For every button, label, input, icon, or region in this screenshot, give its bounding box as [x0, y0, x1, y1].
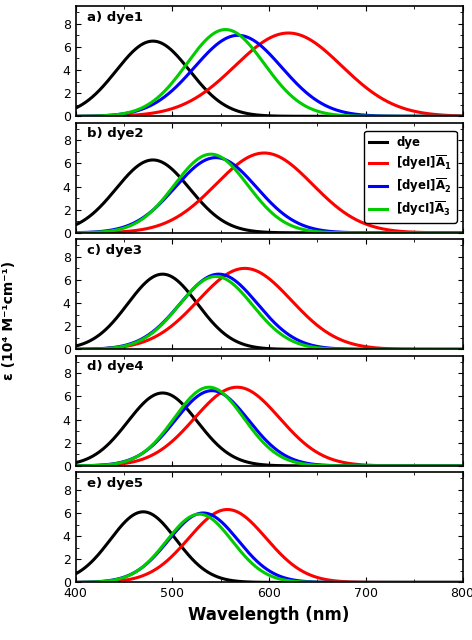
Text: ε (10⁴ M⁻¹cm⁻¹): ε (10⁴ M⁻¹cm⁻¹) — [2, 260, 17, 380]
X-axis label: Wavelength (nm): Wavelength (nm) — [188, 606, 350, 624]
Legend: dye, $\mathbf{[dyeI]\overline{A}_1}$, $\mathbf{[dyeI]\overline{A}_2}$, $\mathbf{: dye, $\mathbf{[dyeI]\overline{A}_1}$, $\… — [364, 131, 456, 223]
Text: e) dye5: e) dye5 — [87, 477, 143, 490]
Text: a) dye1: a) dye1 — [87, 11, 143, 24]
Text: c) dye3: c) dye3 — [87, 244, 142, 257]
Text: b) dye2: b) dye2 — [87, 127, 143, 140]
Text: d) dye4: d) dye4 — [87, 360, 144, 373]
